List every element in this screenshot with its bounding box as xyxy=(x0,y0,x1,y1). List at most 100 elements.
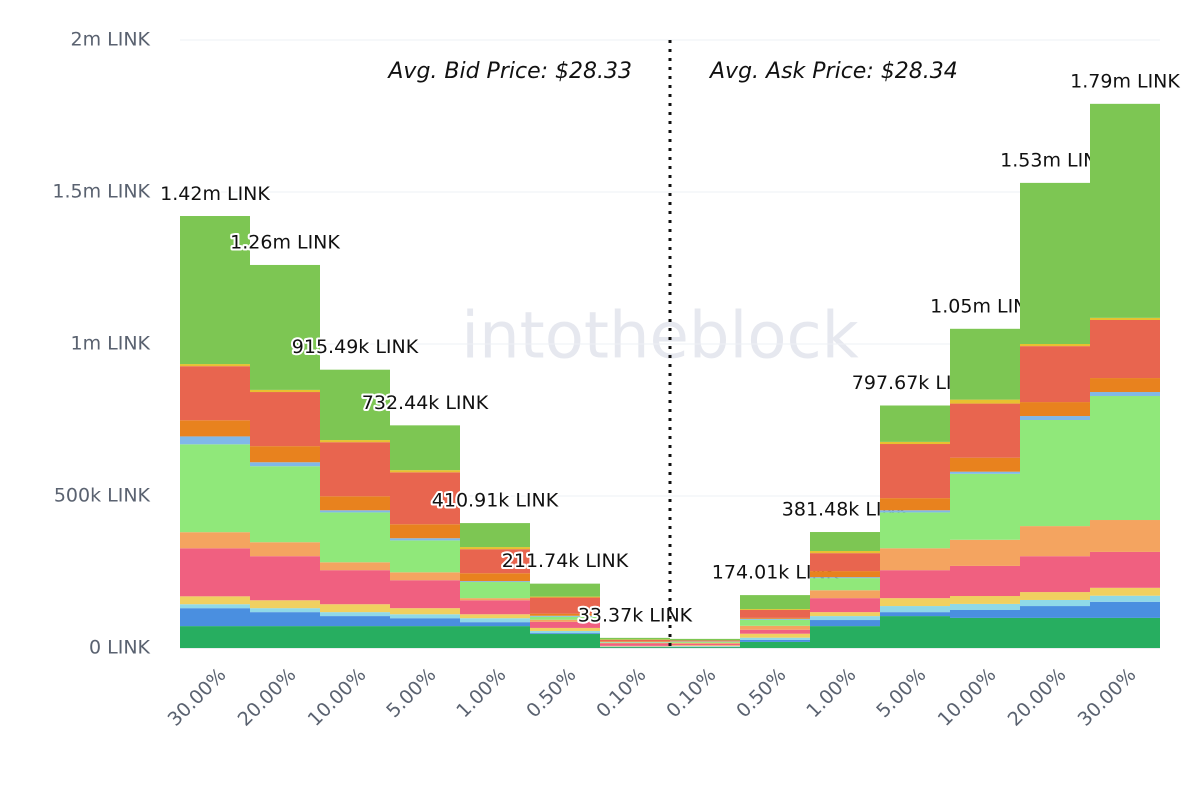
y-tick-label: 1m LINK xyxy=(71,333,151,355)
bar-segment xyxy=(670,643,740,646)
bar-segment xyxy=(460,600,530,615)
y-tick-label: 500k LINK xyxy=(54,485,151,507)
bar-segment xyxy=(460,626,530,648)
total-label: 33.37k LINK xyxy=(578,604,693,626)
x-tick-label: 5.00% xyxy=(872,664,930,722)
bar-segment xyxy=(180,532,250,549)
bar-segment xyxy=(950,603,1020,610)
bar-segment xyxy=(460,582,530,599)
bar-segment xyxy=(460,573,530,582)
bar-segment xyxy=(1090,520,1160,552)
bar-segment xyxy=(810,626,880,648)
bar-segment xyxy=(180,604,250,609)
bar-segment xyxy=(810,553,880,572)
bar-segment xyxy=(250,556,320,601)
bar-segment xyxy=(950,457,1020,472)
bar-segment xyxy=(390,538,460,541)
bar-segment xyxy=(460,618,530,623)
bar-segment xyxy=(250,612,320,627)
bar-segment xyxy=(950,539,1020,566)
bar-segment xyxy=(250,626,320,648)
bar-segment xyxy=(600,637,670,640)
bar-segment xyxy=(600,647,670,648)
bar-segment xyxy=(880,598,950,607)
bar-segment xyxy=(180,444,250,533)
bar-segment xyxy=(950,473,1020,540)
bar-segment xyxy=(390,626,460,648)
bar-segment xyxy=(740,618,810,620)
bar-segment xyxy=(320,604,390,613)
bar-segment xyxy=(740,641,810,648)
bar-segment xyxy=(600,642,670,644)
bar-segment xyxy=(670,641,740,643)
bar-segment xyxy=(670,638,740,641)
bar-segment xyxy=(810,620,880,627)
bar-segment xyxy=(320,496,390,511)
bar-segment xyxy=(740,610,810,618)
x-tick-label: 30.00% xyxy=(164,664,231,731)
x-tick-label: 10.00% xyxy=(304,664,371,731)
bar-segment xyxy=(600,642,670,643)
bar-segment xyxy=(390,470,460,473)
bar-segment xyxy=(1020,526,1090,557)
x-tick-label: 0.10% xyxy=(592,664,650,722)
bar-segment xyxy=(1090,551,1160,588)
bar-segment xyxy=(390,580,460,609)
bar-segment xyxy=(880,510,950,513)
total-label: 915.49k LINK xyxy=(292,336,419,358)
bar-segment xyxy=(740,609,810,610)
bar-segment xyxy=(1090,601,1160,618)
bar-segment xyxy=(390,540,460,573)
bar-segment xyxy=(250,389,320,393)
total-label: 1.26m LINK xyxy=(230,231,340,253)
bar-segment xyxy=(460,549,530,574)
bar-segment xyxy=(670,646,740,647)
bar-segment xyxy=(460,547,530,550)
bar-segment xyxy=(320,440,390,443)
bar-segment xyxy=(250,446,320,463)
bar-segment xyxy=(810,532,880,552)
bar-segment xyxy=(320,442,390,497)
bar-segment xyxy=(950,617,1020,648)
bar-segment xyxy=(950,565,1020,597)
ask-annotation: Avg. Ask Price: $28.34 xyxy=(708,59,958,84)
bar-segment xyxy=(1020,592,1090,600)
bar-segment xyxy=(1020,606,1090,618)
bar-segment xyxy=(250,608,320,613)
bar-segment xyxy=(530,616,600,620)
bar-segment xyxy=(880,612,950,617)
total-label: 211.74k LINK xyxy=(502,550,629,572)
bar-segment xyxy=(950,471,1020,474)
x-tick-label: 20.00% xyxy=(1004,664,1071,731)
bar-segment xyxy=(880,441,950,445)
x-tick-label: 1.00% xyxy=(452,664,510,722)
bar-segment xyxy=(740,637,810,640)
bar-segment xyxy=(460,523,530,548)
bar-segment xyxy=(390,614,460,619)
bar-segment xyxy=(740,625,810,630)
bar-segment xyxy=(880,444,950,499)
bar-segment xyxy=(250,542,320,557)
bar-segment xyxy=(530,619,600,622)
bar-segment xyxy=(740,639,810,642)
bar-segment xyxy=(320,510,390,513)
bar-segment xyxy=(740,617,810,619)
bar-segment xyxy=(950,403,1020,458)
bar-segment xyxy=(180,364,250,367)
bar-segment xyxy=(950,328,1020,400)
bar-segment xyxy=(460,598,530,601)
bar-segment xyxy=(180,216,250,365)
bar-segment xyxy=(250,462,320,467)
bar-segment xyxy=(250,466,320,543)
bar-segment xyxy=(600,641,670,642)
bar-segment xyxy=(530,627,600,631)
bar-segment xyxy=(1090,395,1160,521)
bar-segment xyxy=(880,405,950,442)
bar-segment xyxy=(390,425,460,471)
y-tick-label: 0 LINK xyxy=(89,637,151,659)
bar-segment xyxy=(810,551,880,554)
x-tick-label: 1.00% xyxy=(802,664,860,722)
bar-segment xyxy=(530,633,600,635)
bar-segment xyxy=(810,598,880,613)
